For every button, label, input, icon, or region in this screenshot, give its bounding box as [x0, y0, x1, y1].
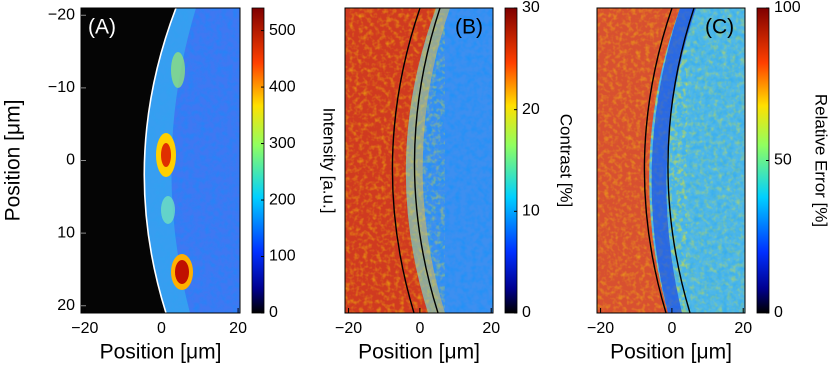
x-axis-label: Position [μm] [100, 341, 222, 364]
colorbar-tick-label: 200 [269, 191, 296, 208]
colorbar-tick-label: 100 [774, 0, 801, 16]
x-tick-label: 0 [157, 320, 166, 337]
x-tick-label: 20 [482, 320, 500, 337]
colorbar-tick-label: 10 [522, 203, 540, 220]
colorbar-tick-label: 30 [522, 0, 540, 16]
colorbar-tick-label: 50 [774, 152, 792, 169]
panel-label: (B) [455, 16, 483, 39]
panel-label: (C) [705, 16, 734, 39]
heatmap-image [81, 8, 240, 313]
plot-frame [344, 7, 494, 314]
x-axis-label: Position [μm] [610, 341, 732, 364]
y-tick-label: 10 [57, 224, 75, 241]
y-axis-label: Position [μm] [2, 100, 25, 222]
colorbar-label: Contrast [%] [557, 114, 576, 208]
x-tick-label: 0 [667, 320, 676, 337]
x-tick-label: −20 [335, 320, 362, 337]
colorbar [251, 7, 265, 314]
colorbar [504, 7, 518, 314]
colorbar-tick-label: 300 [269, 135, 296, 152]
y-tick-label: −20 [48, 6, 75, 23]
x-axis-label: Position [μm] [358, 341, 480, 364]
x-tick-label: −20 [71, 320, 98, 337]
colorbar-tick-label: 0 [269, 304, 278, 321]
colorbar-label: Relative Error [%] [812, 94, 830, 227]
heatmap-image [345, 8, 493, 313]
colorbar-tick-label: 100 [269, 248, 296, 265]
x-tick-label: −20 [587, 320, 614, 337]
colorbar-label: Intensity [a.u.] [320, 108, 339, 214]
y-tick-label: 0 [66, 152, 75, 169]
y-tick-label: −10 [48, 79, 75, 96]
colorbar-tick-label: 20 [522, 101, 540, 118]
y-tick-label: 20 [57, 297, 75, 314]
heatmap-image [597, 8, 745, 313]
colorbar-tick-label: 0 [774, 304, 783, 321]
colorbar-tick-label: 400 [269, 78, 296, 95]
x-tick-label: 20 [734, 320, 752, 337]
colorbar-tick-label: 500 [269, 22, 296, 39]
x-tick-label: 0 [415, 320, 424, 337]
plot-frame [596, 7, 746, 314]
x-tick-label: 20 [229, 320, 247, 337]
colorbar-tick-label: 0 [522, 304, 531, 321]
panel-label: (A) [88, 16, 116, 39]
